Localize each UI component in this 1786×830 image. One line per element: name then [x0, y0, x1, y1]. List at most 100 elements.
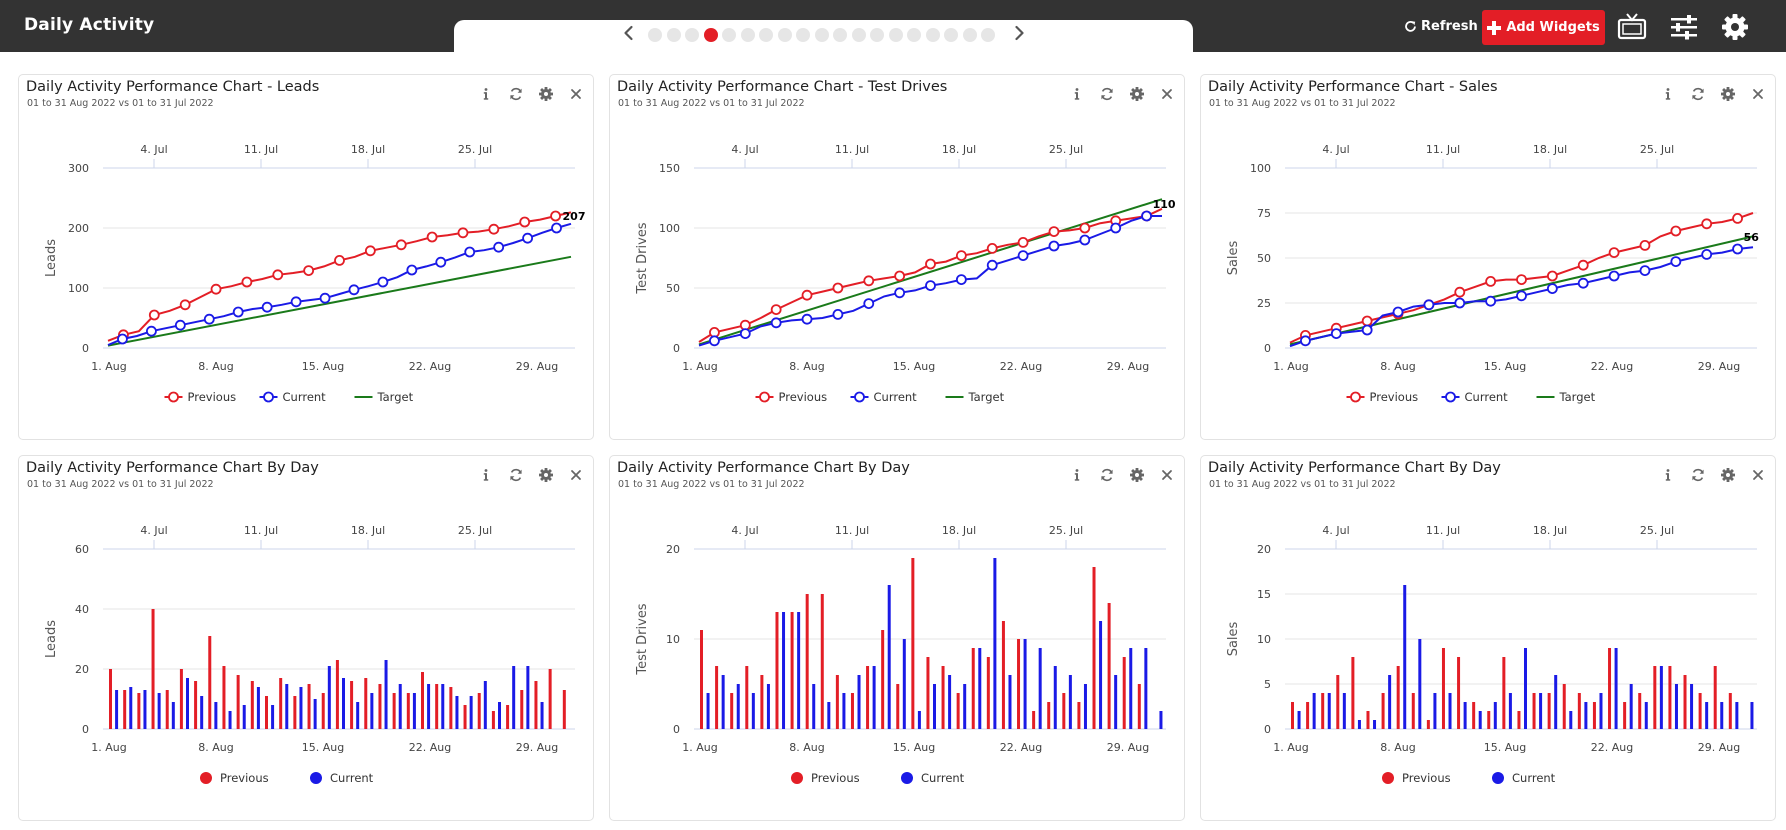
- series-previous-point[interactable]: [364, 245, 376, 257]
- legend-item-previous[interactable]: Previous: [1382, 771, 1451, 785]
- bar-current[interactable]: [299, 687, 303, 729]
- bar-current[interactable]: [242, 705, 246, 729]
- series-current-point[interactable]: [1732, 243, 1743, 255]
- bar-current[interactable]: [1705, 702, 1709, 729]
- bar-current[interactable]: [370, 693, 374, 729]
- bar-previous[interactable]: [307, 684, 311, 729]
- bar-current[interactable]: [1373, 720, 1377, 729]
- series-current-point[interactable]: [348, 284, 360, 296]
- series-previous-point[interactable]: [519, 216, 531, 228]
- bar-current[interactable]: [902, 639, 906, 729]
- bar-current[interactable]: [526, 666, 530, 729]
- bar-current[interactable]: [812, 684, 816, 729]
- pager-dot[interactable]: [944, 28, 958, 42]
- series-previous-point[interactable]: [1516, 274, 1527, 286]
- info-icon[interactable]: [1660, 86, 1676, 102]
- bar-previous[interactable]: [1487, 711, 1491, 729]
- bar-previous[interactable]: [760, 675, 764, 729]
- bar-current[interactable]: [933, 684, 936, 729]
- bar-current[interactable]: [842, 693, 846, 729]
- series-previous-point[interactable]: [1701, 218, 1713, 230]
- bar-current[interactable]: [1539, 693, 1543, 729]
- pager-dot[interactable]: [796, 28, 810, 42]
- bar-current[interactable]: [285, 684, 289, 729]
- bar-previous[interactable]: [1077, 702, 1081, 729]
- bar-current[interactable]: [1053, 666, 1057, 729]
- bar-current[interactable]: [412, 693, 416, 729]
- bar-current[interactable]: [1644, 702, 1648, 729]
- series-previous-point[interactable]: [863, 275, 875, 287]
- bar-previous[interactable]: [820, 594, 824, 729]
- bar-previous[interactable]: [293, 696, 297, 729]
- pager-dot[interactable]: [740, 28, 755, 42]
- series-current-point[interactable]: [1330, 328, 1342, 340]
- legend-item-current[interactable]: Current: [1492, 771, 1556, 785]
- bar-previous[interactable]: [1577, 693, 1581, 729]
- bar-current[interactable]: [887, 585, 891, 729]
- bar-current[interactable]: [1463, 702, 1467, 729]
- bar-previous[interactable]: [1062, 693, 1066, 729]
- bar-current[interactable]: [736, 684, 740, 729]
- series-current-point[interactable]: [406, 264, 418, 276]
- bar-previous[interactable]: [896, 684, 900, 729]
- bar-current[interactable]: [1735, 702, 1739, 729]
- pager-dot[interactable]: [648, 28, 662, 42]
- series-previous-point[interactable]: [457, 227, 469, 239]
- series-previous-point[interactable]: [1608, 247, 1620, 259]
- bar-previous[interactable]: [1396, 666, 1400, 729]
- bar-current[interactable]: [1508, 693, 1512, 729]
- bar-current[interactable]: [993, 558, 997, 729]
- bar-previous[interactable]: [151, 609, 155, 729]
- series-current-point[interactable]: [117, 333, 128, 345]
- series-current-point[interactable]: [1546, 283, 1558, 295]
- refresh-icon[interactable]: [508, 86, 524, 102]
- bar-current[interactable]: [797, 612, 801, 729]
- series-current-point[interactable]: [1048, 240, 1060, 252]
- refresh-icon[interactable]: [508, 467, 524, 483]
- bar-current[interactable]: [186, 678, 189, 729]
- bar-previous[interactable]: [1713, 666, 1717, 729]
- bar-current[interactable]: [427, 684, 431, 729]
- pager-dot[interactable]: [962, 28, 977, 42]
- bar-previous[interactable]: [805, 594, 809, 729]
- series-current-point[interactable]: [1361, 324, 1373, 336]
- bar-current[interactable]: [978, 648, 982, 729]
- close-icon[interactable]: [568, 86, 584, 102]
- series-previous-point[interactable]: [955, 250, 967, 262]
- series-previous-point[interactable]: [770, 304, 782, 316]
- bar-previous[interactable]: [1306, 702, 1310, 729]
- bar-current[interactable]: [1144, 648, 1148, 729]
- bar-current[interactable]: [1403, 585, 1407, 729]
- chevron-left-icon[interactable]: [621, 25, 637, 41]
- bar-previous[interactable]: [715, 666, 719, 729]
- series-previous-point[interactable]: [550, 210, 561, 222]
- pager-dot[interactable]: [833, 28, 847, 42]
- bar-current[interactable]: [1614, 648, 1618, 729]
- bar-previous[interactable]: [1017, 639, 1021, 729]
- bar-current[interactable]: [1114, 675, 1118, 729]
- legend-item-current[interactable]: Current: [1441, 390, 1509, 404]
- bar-current[interactable]: [857, 675, 861, 729]
- series-current-point[interactable]: [232, 306, 244, 318]
- bar-current[interactable]: [1584, 702, 1588, 729]
- bar-current[interactable]: [469, 696, 473, 729]
- series-current-point[interactable]: [1392, 306, 1404, 318]
- close-icon[interactable]: [1159, 86, 1175, 102]
- pager-dot[interactable]: [722, 28, 736, 42]
- refresh-icon[interactable]: [1099, 86, 1115, 102]
- bar-previous[interactable]: [123, 690, 127, 729]
- bar-previous[interactable]: [1608, 648, 1612, 729]
- legend-item-previous[interactable]: Previous: [791, 771, 860, 785]
- bar-current[interactable]: [1068, 675, 1072, 729]
- gear-icon[interactable]: [1720, 467, 1736, 483]
- bar-current[interactable]: [948, 675, 952, 729]
- bar-previous[interactable]: [1472, 702, 1476, 729]
- bar-previous[interactable]: [364, 678, 368, 729]
- pager-dot[interactable]: [888, 28, 903, 42]
- bar-previous[interactable]: [911, 558, 915, 729]
- legend-item-current[interactable]: Current: [310, 771, 374, 785]
- bar-current[interactable]: [483, 681, 487, 729]
- gear-icon[interactable]: [538, 467, 554, 483]
- series-current-point[interactable]: [522, 232, 533, 244]
- series-previous-point[interactable]: [179, 299, 191, 311]
